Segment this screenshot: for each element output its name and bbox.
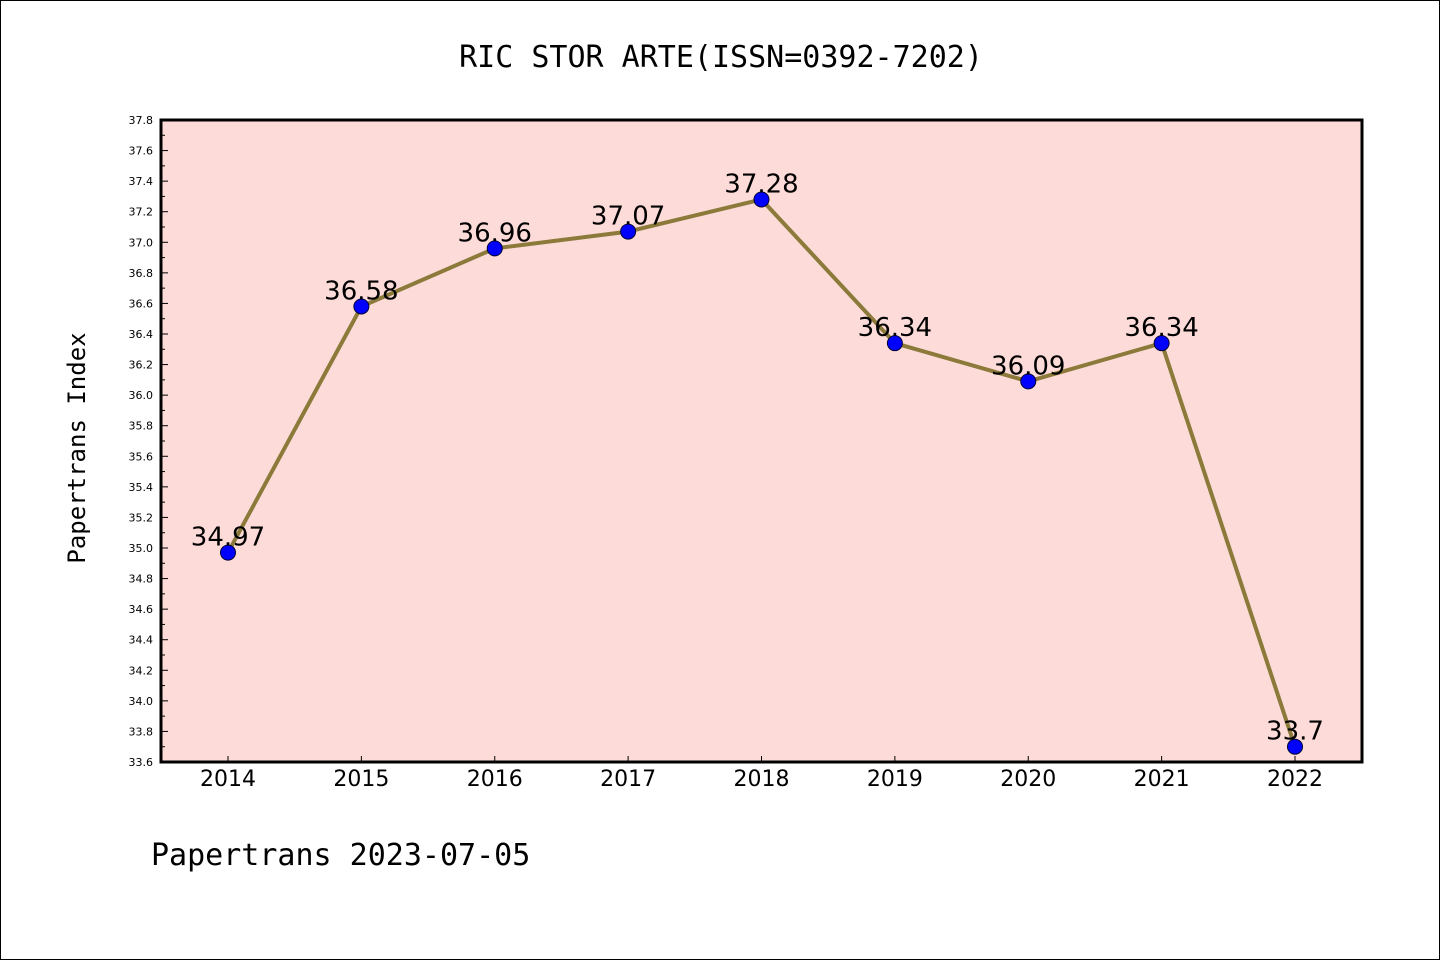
data-point: [1287, 738, 1303, 755]
y-tick-label: 34.0: [129, 695, 154, 708]
x-tick-label: 2021: [1134, 767, 1190, 792]
data-point: [620, 223, 637, 240]
y-tick-label: 37.6: [129, 145, 154, 158]
data-label: 33.7: [1266, 717, 1324, 747]
y-tick-label: 35.8: [129, 420, 154, 433]
y-tick-label: 36.6: [129, 297, 154, 310]
x-tick-label: 2020: [1000, 767, 1056, 792]
data-point: [220, 544, 236, 561]
data-point: [753, 191, 770, 208]
x-tick-label: 2014: [200, 767, 256, 792]
x-tick-label: 2018: [734, 767, 790, 792]
data-label: 37.28: [724, 169, 798, 199]
y-tick-label: 37.4: [129, 175, 154, 188]
y-tick-label: 34.4: [129, 634, 154, 647]
y-axis-label: Papertrans Index: [63, 332, 91, 563]
data-label: 36.09: [991, 351, 1065, 381]
data-label: 36.34: [1124, 313, 1198, 343]
x-tick-label: 2022: [1267, 767, 1323, 792]
y-tick-label: 37.8: [129, 114, 154, 127]
x-tick-label: 2016: [467, 767, 523, 792]
y-tick-label: 35.4: [129, 481, 154, 494]
y-tick-label: 37.0: [129, 236, 154, 249]
data-label: 36.96: [458, 218, 532, 248]
y-tick-label: 33.8: [129, 725, 154, 738]
data-label: 36.58: [324, 276, 398, 306]
data-label: 34.97: [191, 523, 265, 553]
x-axis-ticks: 2014 2015 2016 2017 2018 2019 2020 2021 2022: [200, 756, 1323, 792]
y-tick-label: 35.0: [129, 542, 154, 555]
y-tick-label: 36.2: [129, 359, 154, 372]
data-point: [353, 298, 370, 315]
y-axis-ticks: 33.6 33.8 34.0 34.2 34.4 34.6 34.8 35.0 35.2 35.4…: [129, 114, 168, 769]
plot-area: [159, 118, 1364, 764]
data-point: [486, 240, 503, 257]
data-point: [1020, 373, 1037, 390]
y-tick-label: 36.8: [129, 267, 154, 280]
series-group: 34.97 36.58 36.96 37.07 37.28 36.34 36.09 36.34…: [191, 169, 1324, 755]
y-tick-label: 37.2: [129, 206, 154, 219]
data-label: 37.07: [591, 202, 665, 232]
footer-text: Papertrans 2023-07-05: [151, 838, 530, 873]
y-tick-label: 34.8: [129, 573, 154, 586]
chart-title: RIC STOR ARTE(ISSN=0392-7202): [459, 40, 983, 75]
y-tick-label: 35.2: [129, 511, 154, 524]
y-tick-label: 36.4: [129, 328, 154, 341]
y-tick-label: 33.6: [129, 756, 154, 769]
data-point: [1153, 335, 1170, 352]
y-tick-label: 34.6: [129, 603, 154, 616]
x-tick-label: 2015: [333, 767, 389, 792]
data-point: [886, 335, 903, 352]
data-label: 36.34: [858, 313, 932, 343]
y-tick-label: 35.6: [129, 450, 154, 463]
y-tick-label: 34.2: [129, 664, 154, 677]
x-tick-label: 2017: [600, 767, 656, 792]
y-tick-label: 36.0: [129, 389, 154, 402]
x-tick-label: 2019: [867, 767, 923, 792]
